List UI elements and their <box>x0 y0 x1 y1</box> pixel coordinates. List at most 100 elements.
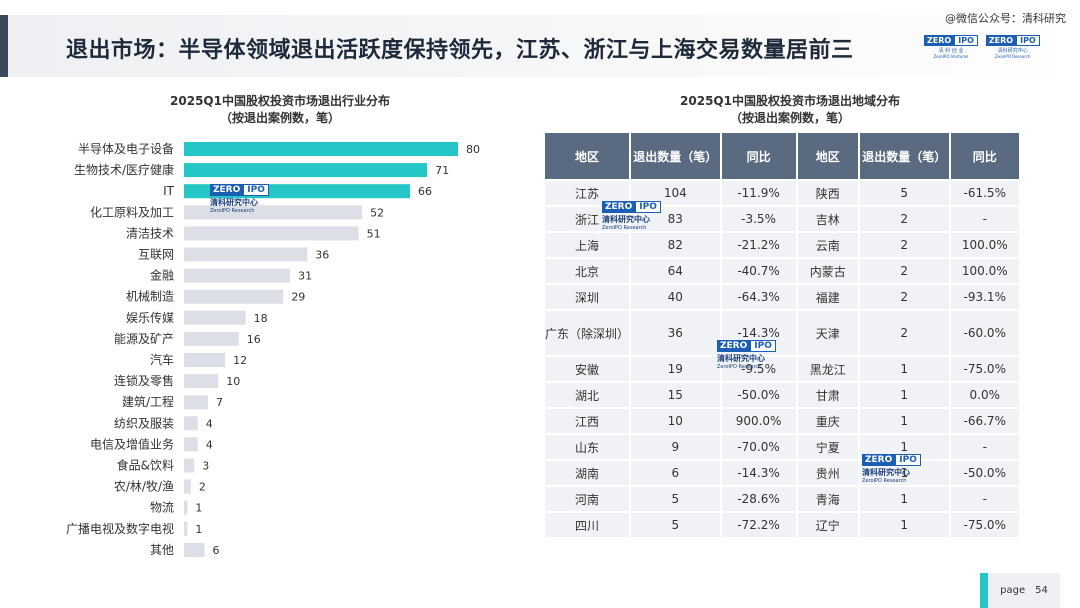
cell-yoy: -64.3% <box>719 283 798 311</box>
cell-region-2: 青海 <box>795 485 861 513</box>
cell-region: 北京 <box>542 257 632 285</box>
category-label: 生物技术/医疗健康 <box>74 162 174 177</box>
bar <box>184 289 284 304</box>
cell-region: 河南 <box>542 485 632 513</box>
bar <box>184 395 208 410</box>
table-row: 江苏 104 -11.9% 陕西 5 -61.5% <box>542 179 1021 207</box>
cell-region-2: 云南 <box>795 231 861 259</box>
table-row: 河南 5 -28.6% 青海 1- <box>542 485 1021 513</box>
bar <box>184 205 363 220</box>
value-label: 2 <box>199 481 206 494</box>
value-label: 36 <box>315 249 329 262</box>
cell-count-2: 1 <box>858 433 951 461</box>
table-row: 湖南 6 -14.3% 贵州 1 -50.0% <box>542 459 1021 487</box>
category-label: 能源及矿产 <box>114 332 174 346</box>
cell-yoy-2: - <box>948 485 1021 513</box>
category-label: 半导体及电子设备 <box>78 142 174 156</box>
page-number-accent <box>980 573 988 608</box>
value-label: 1 <box>195 523 202 536</box>
value-label: 7 <box>216 396 223 409</box>
value-label: 6 <box>213 544 220 557</box>
value-label: 12 <box>233 354 247 367</box>
cell-region: 深圳 <box>542 283 632 311</box>
cell-yoy: -50.0% <box>719 381 798 409</box>
cell-count-2: 2 <box>858 257 951 285</box>
bar <box>184 247 308 262</box>
cell-region: 广东（除深圳） <box>542 309 632 357</box>
cell-region-2: 贵州 <box>795 459 861 487</box>
table-row: 四川 5 -72.2% 辽宁 1 -75.0% <box>542 511 1021 539</box>
value-label: 10 <box>226 375 240 388</box>
cell-region-2: 黑龙江 <box>795 355 861 383</box>
cell-region: 江西 <box>542 407 632 435</box>
cell-yoy: -70.0% <box>719 433 798 461</box>
cell-region-2: 吉林 <box>795 205 861 233</box>
header-logos: ZERO IPO 清 科 创 业 ZeroIPO Ventures ZERO IPO… <box>924 35 1040 59</box>
region-table-title: 2025Q1中国股权投资市场退出地域分布 （按退出案例数，笔） <box>680 94 900 125</box>
cell-region-2: 辽宁 <box>795 511 861 539</box>
cell-yoy: -3.5% <box>719 205 798 233</box>
bar <box>184 500 188 515</box>
value-label: 18 <box>254 312 268 325</box>
cell-count: 10 <box>629 407 722 435</box>
cell-yoy-2: -93.1% <box>948 283 1021 311</box>
cell-yoy: -40.7% <box>719 257 798 285</box>
table-row: 江西 10 900.0% 重庆 1 -66.7% <box>542 407 1021 435</box>
title-bar <box>0 15 1080 77</box>
cell-yoy: -9.5% <box>719 355 798 383</box>
bar <box>184 416 198 431</box>
cell-region-2: 甘肃 <box>795 381 861 409</box>
page-title: 退出市场：半导体领域退出活跃度保持领先，江苏、浙江与上海交易数量居前三 <box>66 38 854 63</box>
col-header-yoy-2: 同比 <box>948 131 1021 181</box>
category-label: 其他 <box>150 543 174 557</box>
cell-count-2: 1 <box>858 407 951 435</box>
table-row: 北京 64 -40.7% 内蒙古 2 100.0% <box>542 257 1021 285</box>
cell-count: 40 <box>629 283 722 311</box>
bar <box>184 226 359 241</box>
cell-yoy-2: -61.5% <box>948 179 1021 207</box>
bar <box>184 521 188 536</box>
value-label: 31 <box>298 270 312 283</box>
title-accent-bar <box>0 15 8 77</box>
table-row: 广东（除深圳） 36 -14.3% 天津 2 -60.0% <box>542 309 1021 357</box>
zeroipo-research-logo: ZERO IPO 清科研究中心 ZeroIPO Research <box>985 35 1040 59</box>
cell-count-2: 1 <box>858 511 951 539</box>
table-row: 湖北 15 -50.0% 甘肃 1 0.0% <box>542 381 1021 409</box>
cell-yoy-2: 0.0% <box>948 381 1021 409</box>
cell-yoy-2: -75.0% <box>948 511 1021 539</box>
cell-count: 19 <box>629 355 722 383</box>
cell-region: 湖南 <box>542 459 632 487</box>
cell-count: 82 <box>629 231 722 259</box>
cell-count-2: 2 <box>858 283 951 311</box>
cell-yoy-2: - <box>948 433 1021 461</box>
category-label: 娱乐传媒 <box>126 310 174 325</box>
bar <box>184 184 411 199</box>
value-label: 16 <box>247 333 261 346</box>
category-label: 建筑/工程 <box>122 394 174 409</box>
cell-region-2: 重庆 <box>795 407 861 435</box>
bar <box>184 268 291 283</box>
region-table: 地区 退出数量（笔） 同比 地区 退出数量（笔） 同比 江苏 104 -11.9% 陕… <box>542 131 1021 539</box>
cell-region-2: 内蒙古 <box>795 257 861 285</box>
cell-yoy-2: - <box>948 205 1021 233</box>
col-header-yoy: 同比 <box>719 131 798 181</box>
cell-count-2: 1 <box>858 485 951 513</box>
cell-region: 江苏 <box>542 179 632 207</box>
cell-count: 15 <box>629 381 722 409</box>
cell-count-2: 1 <box>858 381 951 409</box>
bar <box>184 142 458 156</box>
cell-count-2: 2 <box>858 309 951 357</box>
col-header-count: 退出数量（笔） <box>629 131 722 181</box>
value-label: 71 <box>435 164 449 177</box>
col-header-region-2: 地区 <box>795 131 861 181</box>
bar <box>184 458 195 473</box>
col-header-count-2: 退出数量（笔） <box>858 131 951 181</box>
bar <box>184 437 198 452</box>
bar <box>184 374 219 389</box>
cell-count: 64 <box>629 257 722 285</box>
cell-region-2: 陕西 <box>795 179 861 207</box>
category-label: 互联网 <box>138 248 174 262</box>
cell-yoy-2: -66.7% <box>948 407 1021 435</box>
table-row: 安徽 19 -9.5% 黑龙江 1 -75.0% <box>542 355 1021 383</box>
cell-count-2: 1 <box>858 459 951 487</box>
